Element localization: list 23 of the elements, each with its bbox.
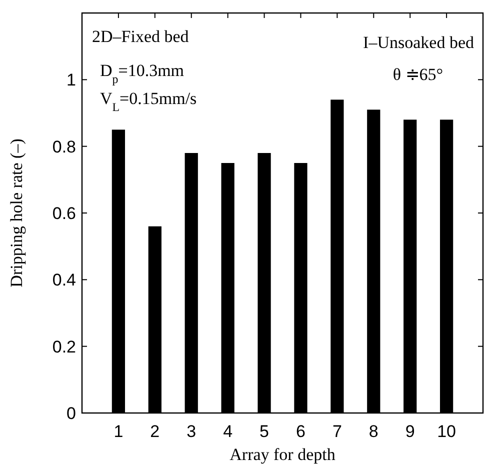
x-tick-label: 2 (150, 422, 160, 441)
y-axis-title: Dripping hole rate (–) (7, 138, 26, 288)
y-tick-label: 0.8 (52, 137, 76, 156)
y-tick-label: 0.2 (52, 337, 76, 356)
x-tick-label: 9 (405, 422, 415, 441)
x-tick-label: 6 (296, 422, 306, 441)
x-tick-label: 1 (114, 422, 124, 441)
x-axis-title: Array for depth (230, 445, 336, 464)
x-tick-label: 3 (186, 422, 196, 441)
annotation: V$_{L}$=0.15mm/s (100, 89, 197, 114)
x-tick-label: 5 (260, 422, 270, 441)
annotation: θ ≑65° (392, 65, 444, 84)
y-tick-label: 1 (66, 70, 76, 90)
y-tick-label: 0.6 (52, 204, 76, 223)
annotation: D$_{p}$=10.3mm (100, 61, 184, 86)
y-tick-label: 0 (66, 404, 76, 423)
annotation: I–Unsoaked bed (363, 33, 474, 52)
annotation: 2D–Fixed bed (92, 27, 190, 46)
x-tick-label: 7 (332, 422, 342, 441)
x-tick-label: 4 (223, 422, 233, 441)
y-tick-label: 0.4 (52, 270, 76, 290)
x-tick-label: 10 (437, 422, 456, 441)
x-tick-label: 8 (368, 422, 378, 441)
